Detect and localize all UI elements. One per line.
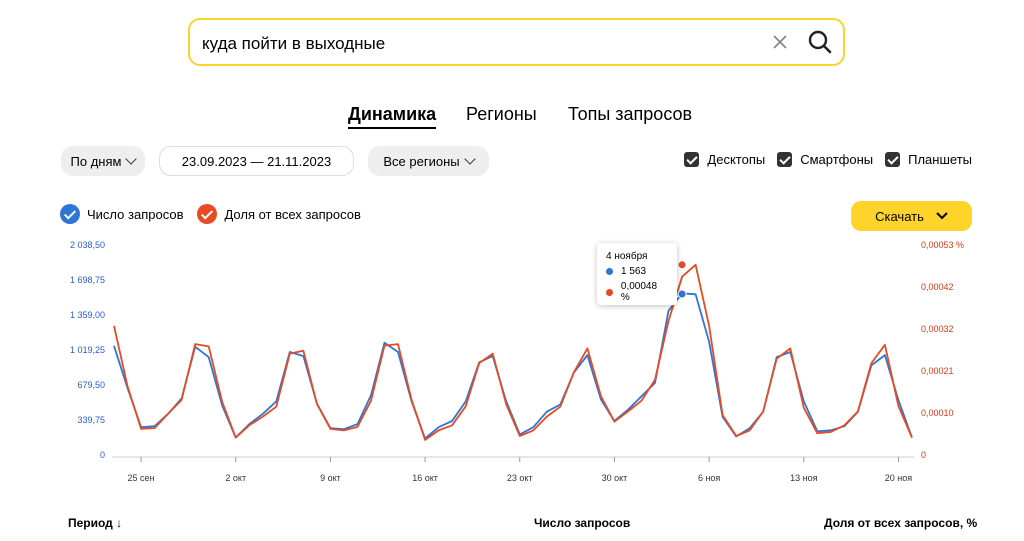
x-axis-tick-label: 6 ноя — [698, 473, 720, 483]
date-range-picker[interactable]: 23.09.2023 — 21.11.2023 — [159, 146, 354, 176]
clear-icon[interactable] — [769, 31, 791, 53]
highlight-points — [677, 260, 687, 299]
requests-highlight-point — [677, 289, 687, 299]
download-label: Скачать — [875, 208, 924, 224]
x-axis-tick-label: 23 окт — [507, 473, 533, 483]
x-axis-tick-label: 25 сен — [128, 473, 155, 483]
right-axis: 0,00053 % 0,00042 0,00032 0,00021 0,00010 0 — [921, 240, 964, 460]
legend-share-checkbox[interactable] — [197, 204, 218, 224]
legend-requests-checkbox[interactable] — [60, 204, 80, 224]
device-desktop[interactable]: Десктопы — [684, 152, 765, 167]
tooltip-requests-dot — [606, 268, 613, 275]
checkbox-tablet[interactable] — [885, 152, 901, 167]
requests-series-line — [113, 292, 913, 440]
right-axis-tick-label: 0 — [921, 450, 926, 460]
left-axis: 2 038,50 1 698,75 1 359,00 1 019,25 679,50 33… — [70, 240, 105, 460]
checkbox-desktop[interactable] — [684, 152, 700, 167]
chart-tooltip: 4 ноября 1 563 0,00048 % — [597, 243, 677, 305]
right-axis-tick-label: 0,00042 — [921, 282, 954, 292]
tooltip-share-dot — [606, 288, 613, 296]
period-select-label: По дням — [70, 153, 122, 169]
device-smartphone-label: Смартфоны — [800, 152, 874, 167]
tooltip-share-row: 0,00048 % — [606, 281, 668, 303]
search-box[interactable]: куда пойти в выходные — [188, 18, 845, 66]
tooltip-date: 4 ноября — [606, 251, 648, 262]
share-series-line — [113, 263, 913, 441]
column-period[interactable]: Период ↓ — [68, 516, 123, 530]
chart-legend: Число запросов Доля от всех запросов — [60, 204, 361, 224]
device-tablet-label: Планшеты — [908, 152, 972, 167]
tooltip-requests: 1 563 — [621, 266, 647, 277]
left-axis-tick-label: 679,50 — [77, 380, 105, 390]
tabs: Динамика Регионы Топы запросов — [0, 104, 1024, 129]
left-axis-tick-label: 1 359,00 — [70, 310, 105, 320]
right-axis-tick-label: 0,00010 — [921, 408, 954, 418]
tab-dynamics[interactable]: Динамика — [348, 104, 437, 129]
legend-requests[interactable]: Число запросов — [60, 204, 183, 224]
right-axis-tick-label: 0,00032 — [921, 324, 954, 334]
tab-top-queries[interactable]: Топы запросов — [568, 104, 693, 124]
left-axis-tick-label: 0 — [100, 450, 105, 460]
device-filters: Десктопы Смартфоны Планшеты — [684, 152, 972, 167]
chevron-down-icon — [936, 212, 948, 220]
checkbox-smartphone[interactable] — [777, 152, 793, 167]
x-axis: 25 сен 2 окт 9 окт 16 окт 23 окт 30 окт 6 ноя 1… — [128, 457, 912, 483]
x-axis-tick-label: 20 ноя — [885, 473, 912, 483]
device-smartphone[interactable]: Смартфоны — [777, 152, 873, 167]
share-highlight-point — [677, 260, 687, 270]
column-share[interactable]: Доля от всех запросов, % — [824, 516, 978, 530]
search-input[interactable]: куда пойти в выходные — [202, 34, 386, 53]
tab-regions[interactable]: Регионы — [466, 104, 537, 124]
left-axis-tick-label: 1 019,25 — [70, 345, 105, 355]
x-axis-tick-label: 16 окт — [412, 473, 438, 483]
x-axis-tick-label: 9 окт — [320, 473, 341, 483]
right-axis-tick-label: 0,00053 % — [921, 240, 964, 250]
device-tablet[interactable]: Планшеты — [885, 152, 972, 167]
x-axis-tick-label: 13 ноя — [790, 473, 817, 483]
legend-requests-label: Число запросов — [87, 206, 184, 222]
chart-series — [113, 263, 913, 441]
legend-share-label: Доля от всех запросов — [224, 206, 361, 222]
x-axis-tick-label: 30 окт — [602, 473, 628, 483]
region-select[interactable]: Все регионы — [368, 146, 489, 176]
left-axis-tick-label: 2 038,50 — [70, 240, 105, 250]
tooltip-requests-row: 1 563 — [606, 266, 668, 277]
date-range-value: 23.09.2023 — 21.11.2023 — [181, 153, 332, 169]
left-axis-tick-label: 339,75 — [77, 415, 105, 425]
x-axis-tick-label: 2 окт — [225, 473, 246, 483]
device-desktop-label: Десктопы — [707, 152, 766, 167]
search-icon[interactable] — [807, 29, 833, 55]
download-button[interactable]: Скачать — [851, 201, 972, 231]
legend-share[interactable]: Доля от всех запросов — [197, 204, 361, 224]
column-requests[interactable]: Число запросов — [534, 516, 631, 530]
period-select[interactable]: По дням — [61, 146, 145, 176]
right-axis-tick-label: 0,00021 — [921, 366, 954, 376]
region-select-label: Все регионы — [383, 153, 460, 169]
left-axis-tick-label: 1 698,75 — [70, 275, 105, 285]
tooltip-share: 0,00048 % — [620, 281, 658, 303]
